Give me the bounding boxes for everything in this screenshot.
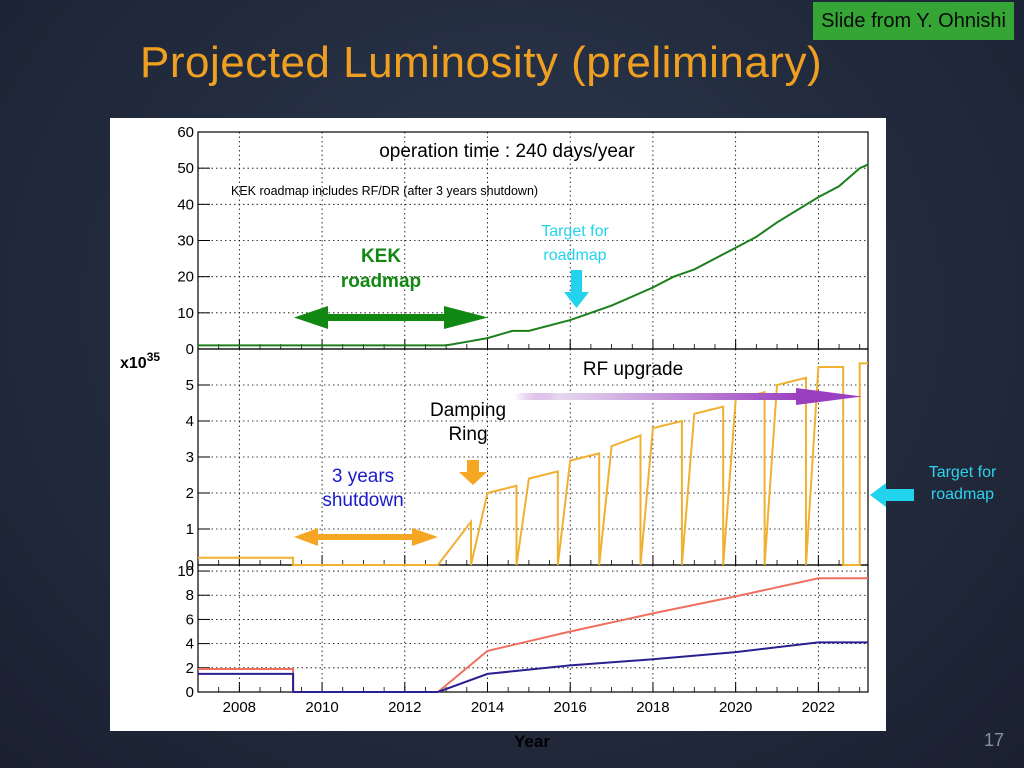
integrated-luminosity-line [198,163,869,347]
peak-current-ler-line [198,641,868,693]
slide-credit: Slide from Y. Ohnishi [813,2,1014,40]
damping-arrow-shaft [467,460,479,474]
shutdown-label-line2: shutdown [322,490,403,511]
grids [198,132,868,692]
kek-roadmap-label-line2: roadmap [341,271,421,292]
y-title-current-line2: (A) [149,612,168,636]
target-arrow-shaft [571,270,582,294]
target-arrow-head [564,292,589,308]
slide-title: Projected Luminosity (preliminary) [140,38,823,87]
y-tick-label-0: 60 [177,124,194,141]
x-tick-label: 2022 [802,699,835,716]
shutdown-label-line1: 3 years [332,466,394,487]
target-left-arrow-shaft [884,489,914,501]
rf-arrow-head [796,388,862,405]
rf-upgrade-arrow [515,388,862,405]
x-tick-label: 2016 [554,699,587,716]
y-tick-label-0: 0 [186,341,194,358]
shutdown-arrow-shaft [310,534,414,540]
rf-upgrade-label: RF upgrade [583,359,683,380]
damping-ring-label-line2: Ring [448,424,487,445]
damping-arrow-head [459,472,487,485]
chart-background [110,118,886,731]
kek-roadmap-label-line1: KEK [361,246,401,267]
y-tick-label-0: 40 [177,196,194,213]
y-tick-label-0: 50 [177,160,194,177]
y-tick-label-2: 6 [186,611,194,628]
y-title-current-line1: Peak current [128,572,147,676]
y-title-integrated-line1: Integrate luminosity [115,151,137,333]
y-tick-label-1: 1 [186,521,194,538]
target-right-line1: Target for [928,464,997,481]
target-right-label: Target for roadmap [905,462,1020,506]
panel-3-frame [197,564,869,693]
target-right-line2: roadmap [930,486,995,503]
y-tick-label-2: 10 [177,563,194,580]
x-axis-title: Year [514,732,550,751]
kek-arrow-head-left [294,306,328,329]
y-tick-label-0: 30 [177,233,194,250]
target-label-line1: Target for [541,223,609,240]
kek-roadmap-double-arrow [294,306,488,329]
x-tick-label: 2014 [471,699,504,716]
y-tick-label-2: 8 [186,587,194,604]
y-tick-label-1: 4 [186,413,194,430]
kek-arrow-shaft [322,314,446,321]
y-tick-label-2: 4 [186,636,194,653]
kek-arrow-head-right [444,306,488,329]
y-tick-label-0: 20 [177,269,194,286]
roadmap-note: KEK roadmap includes RF/DR (after 3 year… [231,184,538,198]
x-tick-label: 2018 [636,699,669,716]
x-tick-label: 2008 [223,699,256,716]
target-left-arrow-head [870,483,886,507]
damping-ring-label-line1: Damping [430,400,506,421]
x-tick-label: 2010 [305,699,338,716]
shutdown-double-arrow [294,528,438,546]
target-label-line2: roadmap [543,247,606,264]
peak-luminosity-line [198,362,868,566]
ticks-and-labels: 2008 2010 2012 2014 2016 2018 2020 202201020304… [177,124,861,716]
y-title-integrated-line2: (ab-1) [142,219,164,265]
x-tick-label: 2012 [388,699,421,716]
y-title-peak-line1: Peak luminosity [126,395,146,525]
damping-ring-arrow [459,460,487,485]
rf-arrow-shaft [515,393,800,400]
x-tick-label: 2020 [719,699,752,716]
y-tick-label-2: 2 [186,660,194,677]
y-tick-label-1: 5 [186,377,194,394]
y-tick-label-0: 10 [177,305,194,322]
operation-time-note: operation time : 240 days/year [379,141,635,162]
y-tick-label-1: 0 [186,557,194,574]
y-tick-label-1: 2 [186,485,194,502]
shutdown-arrow-head-right [412,528,438,546]
y-tick-label-1: 3 [186,449,194,466]
y-tick-label-2: 0 [186,684,194,701]
target-left-arrow [870,483,914,507]
page-number: 17 [983,730,1004,750]
shutdown-arrow-head-left [294,528,318,546]
y-title-peak-line2: (cm-2s-1) [150,428,170,492]
target-down-arrow [564,270,589,308]
peak-scale-label: x1035 [120,350,160,372]
